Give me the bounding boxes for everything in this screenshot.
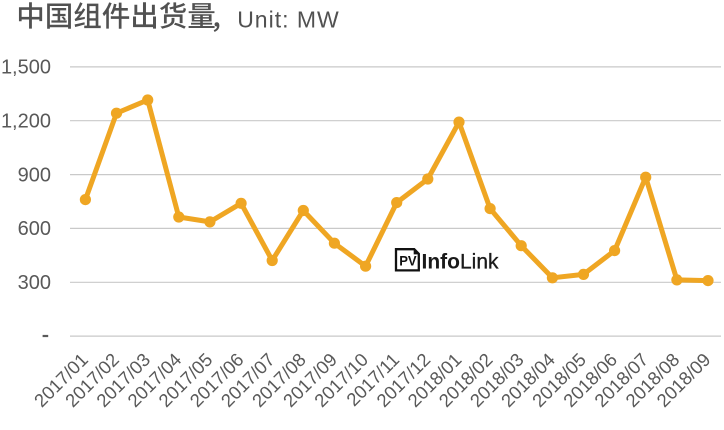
svg-text:Unit: MW: Unit: MW [237,6,340,32]
svg-text:Info: Info [422,250,460,273]
svg-text:Link: Link [460,250,499,273]
svg-text:900: 900 [18,164,51,186]
svg-text:1,200: 1,200 [1,111,51,133]
svg-text:1,500: 1,500 [1,57,51,79]
svg-text:PV: PV [399,252,417,268]
svg-text:600: 600 [18,218,51,240]
svg-text:300: 300 [18,272,51,294]
